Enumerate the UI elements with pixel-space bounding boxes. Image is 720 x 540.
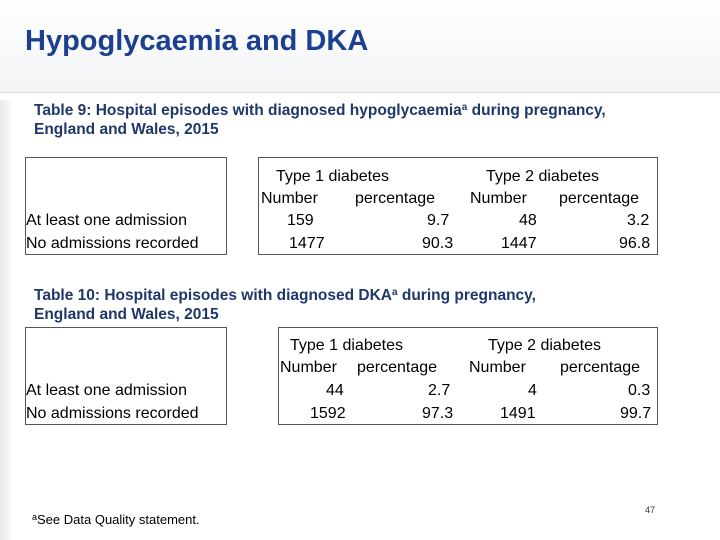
footnote: aSee Data Quality statement. <box>32 512 200 527</box>
table9-row-label: No admissions recorded <box>26 235 199 252</box>
table10-data-box <box>278 327 658 425</box>
table10-group-header-type2: Type 2 diabetes <box>488 337 601 354</box>
table10-cell: 2.7 <box>428 382 451 399</box>
table9-subheader-number-t1: Number <box>261 190 318 207</box>
table9-caption: Table 9: Hospital episodes with diagnose… <box>34 98 606 139</box>
table9-subheader-number-t2: Number <box>470 190 527 207</box>
table10-row-label: At least one admission <box>26 382 187 399</box>
table10-cell: 0.3 <box>628 382 651 399</box>
header-band <box>0 0 720 93</box>
footnote-sup: a <box>32 512 38 522</box>
table9-cell: 1447 <box>501 235 537 252</box>
table10-label-box <box>25 327 227 425</box>
table9-caption-line2: England and Wales, 2015 <box>34 121 219 138</box>
table9-row-label: At least one admission <box>26 212 187 229</box>
left-accent-bar <box>0 100 14 540</box>
table10-cell: 97.3 <box>422 405 454 422</box>
table9-group-header-type1: Type 1 diabetes <box>276 168 389 185</box>
table10-subheader-percentage-t2: percentage <box>560 359 641 376</box>
table9-subheader-percentage-t1: percentage <box>355 190 436 207</box>
table10-caption: Table 10: Hospital episodes with diagnos… <box>34 283 536 324</box>
table10-group-header-type1: Type 1 diabetes <box>290 337 403 354</box>
table10-cell: 4 <box>528 382 537 399</box>
table10-caption-sup: a <box>392 287 398 298</box>
table9-cell: 1477 <box>289 235 325 252</box>
page-number: 47 <box>645 505 656 515</box>
table9-cell: 48 <box>519 212 537 229</box>
table10-cell: 1491 <box>500 405 536 422</box>
table9-group-header-type2: Type 2 diabetes <box>486 168 599 185</box>
table9-cell: 3.2 <box>627 212 650 229</box>
footnote-text: See Data Quality statement. <box>37 512 200 527</box>
table10-subheader-number-t1: Number <box>280 359 337 376</box>
table10-subheader-number-t2: Number <box>469 359 526 376</box>
table9-caption-sup: a <box>461 102 468 113</box>
table9-cell: 96.8 <box>619 235 651 252</box>
table10-caption-text-post: during pregnancy, <box>397 287 536 304</box>
table10-subheader-percentage-t1: percentage <box>357 359 438 376</box>
table9-data-box <box>258 157 658 255</box>
table10-caption-line2: England and Wales, 2015 <box>34 306 219 323</box>
table10-caption-text: Table 10: Hospital episodes with diagnos… <box>34 287 392 304</box>
table10-row-label: No admissions recorded <box>26 405 199 422</box>
table9-caption-text-post: during pregnancy, <box>467 102 606 119</box>
table9-subheader-percentage-t2: percentage <box>559 190 640 207</box>
table10-cell: 99.7 <box>620 405 652 422</box>
table9-cell: 9.7 <box>427 212 450 229</box>
table9-caption-text: Table 9: Hospital episodes with diagnose… <box>34 102 462 119</box>
table10-cell: 1592 <box>310 405 346 422</box>
table9-cell: 159 <box>287 212 314 229</box>
table10-cell: 44 <box>326 382 344 399</box>
slide-title: Hypoglycaemia and DKA <box>25 25 369 57</box>
table9-cell: 90.3 <box>422 235 454 252</box>
table9-label-box <box>25 157 227 255</box>
